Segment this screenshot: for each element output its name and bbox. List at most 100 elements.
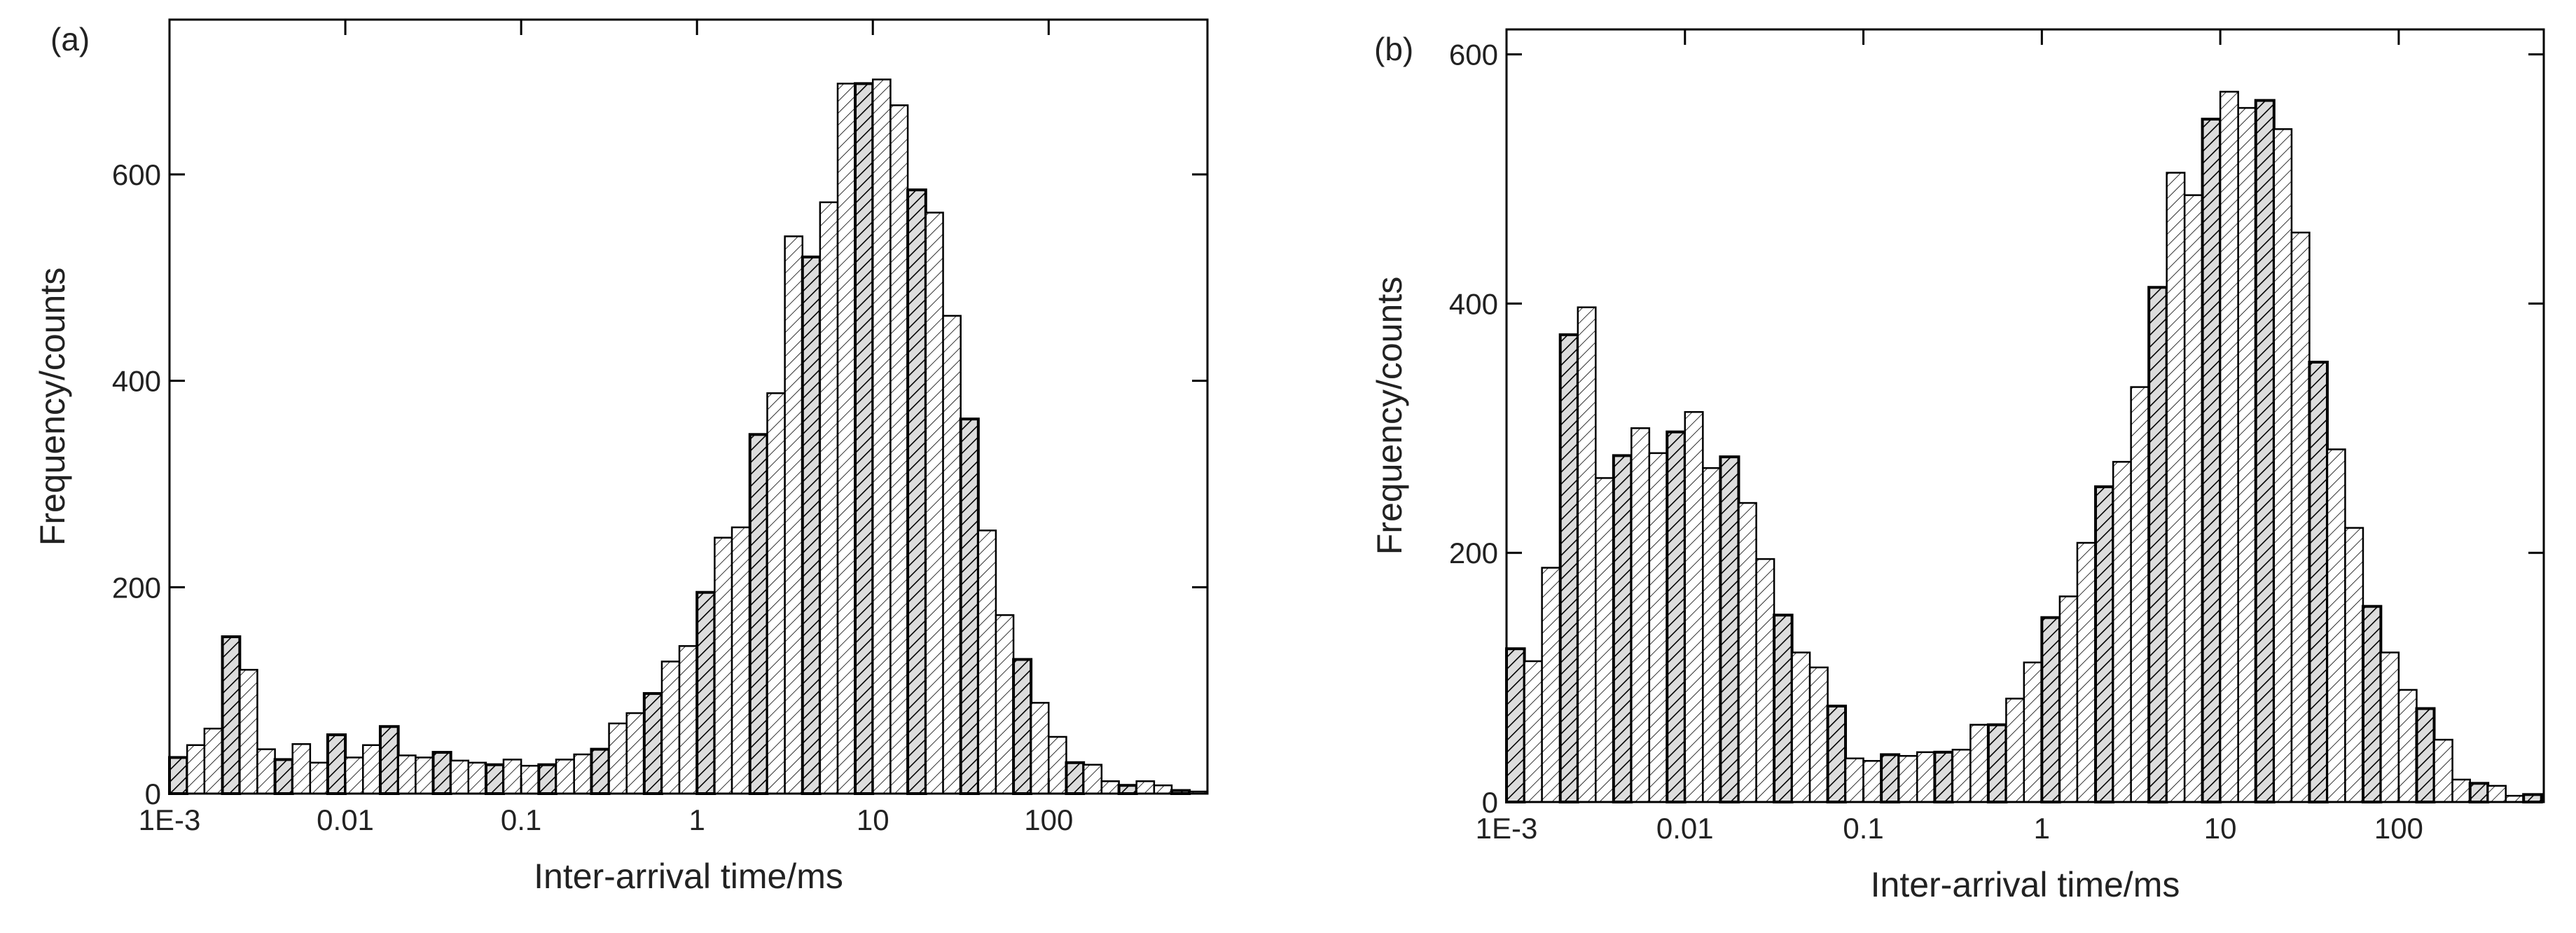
bar — [2254, 99, 2276, 803]
y-axis-label: Frequency/counts — [1370, 277, 1409, 555]
bar — [2468, 782, 2490, 804]
bar — [1684, 410, 1704, 803]
bar — [1541, 567, 1561, 803]
plot-frame — [1505, 28, 2545, 803]
x-tick-label: 10 — [2204, 812, 2237, 845]
x-tick-label: 100 — [2374, 812, 2423, 845]
bar — [1702, 466, 1722, 803]
bar — [871, 78, 892, 795]
bar — [2273, 128, 2293, 803]
bar — [344, 756, 364, 795]
bar — [309, 761, 329, 795]
panel-label: (a) — [50, 21, 90, 57]
bar — [239, 668, 258, 795]
x-axis-label: Inter-arrival time/ms — [534, 857, 843, 896]
bar — [1117, 784, 1138, 796]
x-tick-label: 1 — [688, 803, 705, 836]
plot-frame — [168, 18, 1209, 795]
bar — [2290, 231, 2311, 803]
bar — [625, 712, 646, 795]
y-tick-label: 0 — [1482, 786, 1498, 819]
bar — [1135, 780, 1156, 795]
bar — [2058, 595, 2079, 803]
bar — [854, 82, 875, 795]
y-tick-label: 400 — [112, 365, 161, 398]
bar — [1916, 751, 1936, 803]
bar — [2005, 698, 2026, 803]
bar — [1648, 452, 1668, 803]
x-tick-label: 1E-3 — [1476, 812, 1538, 845]
y-axis-label: Frequency/counts — [33, 268, 72, 546]
bar — [1880, 753, 1901, 803]
bar — [502, 759, 522, 795]
bar — [168, 756, 189, 796]
bar — [906, 188, 927, 796]
y-tick-label: 200 — [112, 571, 161, 604]
bar — [925, 212, 944, 795]
bar — [590, 747, 611, 795]
bar — [2361, 604, 2383, 804]
bar — [1755, 558, 1775, 803]
bar — [1048, 735, 1067, 795]
bar — [942, 315, 962, 795]
bar — [2201, 118, 2222, 803]
bar — [1577, 306, 1597, 803]
bar — [1612, 454, 1633, 803]
bar — [660, 661, 681, 795]
bar — [1065, 761, 1086, 796]
bar — [819, 201, 839, 795]
bar — [2433, 738, 2453, 803]
bar — [378, 725, 400, 795]
bar — [431, 751, 452, 795]
bar — [1738, 502, 1757, 803]
bar — [1826, 705, 1848, 804]
bar — [397, 754, 417, 795]
bar — [2076, 541, 2097, 803]
bar — [836, 83, 857, 795]
bar — [714, 537, 733, 795]
bar — [1719, 455, 1740, 803]
x-tick-label: 0.1 — [1843, 812, 1883, 845]
bar — [2112, 461, 2132, 803]
bar — [608, 722, 628, 795]
x-tick-label: 1E-3 — [139, 803, 201, 836]
bar — [995, 614, 1015, 795]
bar — [1808, 666, 1829, 803]
bar — [537, 763, 558, 796]
bar — [801, 255, 822, 796]
bar — [1666, 430, 1687, 803]
y-tick-label: 400 — [1449, 287, 1498, 320]
bar — [1630, 427, 1651, 803]
bar — [2308, 361, 2329, 803]
x-tick-label: 10 — [857, 803, 889, 836]
bar — [766, 392, 786, 795]
bar — [2147, 286, 2168, 803]
bar — [1791, 651, 1811, 803]
bar — [450, 759, 470, 795]
bar — [1897, 754, 1918, 803]
bar — [2344, 527, 2364, 803]
bar — [2451, 778, 2471, 803]
bar — [186, 744, 206, 795]
bar — [1153, 784, 1173, 795]
bar — [2040, 616, 2061, 804]
y-tick-label: 0 — [145, 778, 161, 810]
bar — [415, 756, 434, 795]
bar — [291, 743, 312, 795]
bar — [2023, 661, 2043, 803]
y-tick-label: 600 — [112, 158, 161, 191]
x-tick-label: 0.1 — [501, 803, 541, 836]
x-tick-label: 100 — [1024, 803, 1073, 836]
bar — [1773, 614, 1794, 803]
y-tick-label: 600 — [1449, 39, 1498, 71]
bar — [2094, 485, 2115, 803]
bar — [1595, 477, 1615, 803]
bar — [467, 761, 487, 795]
x-tick-label: 0.01 — [317, 803, 374, 836]
bar — [2130, 386, 2150, 803]
bar — [1969, 724, 1990, 803]
bar — [695, 590, 716, 795]
bar — [1933, 750, 1954, 804]
